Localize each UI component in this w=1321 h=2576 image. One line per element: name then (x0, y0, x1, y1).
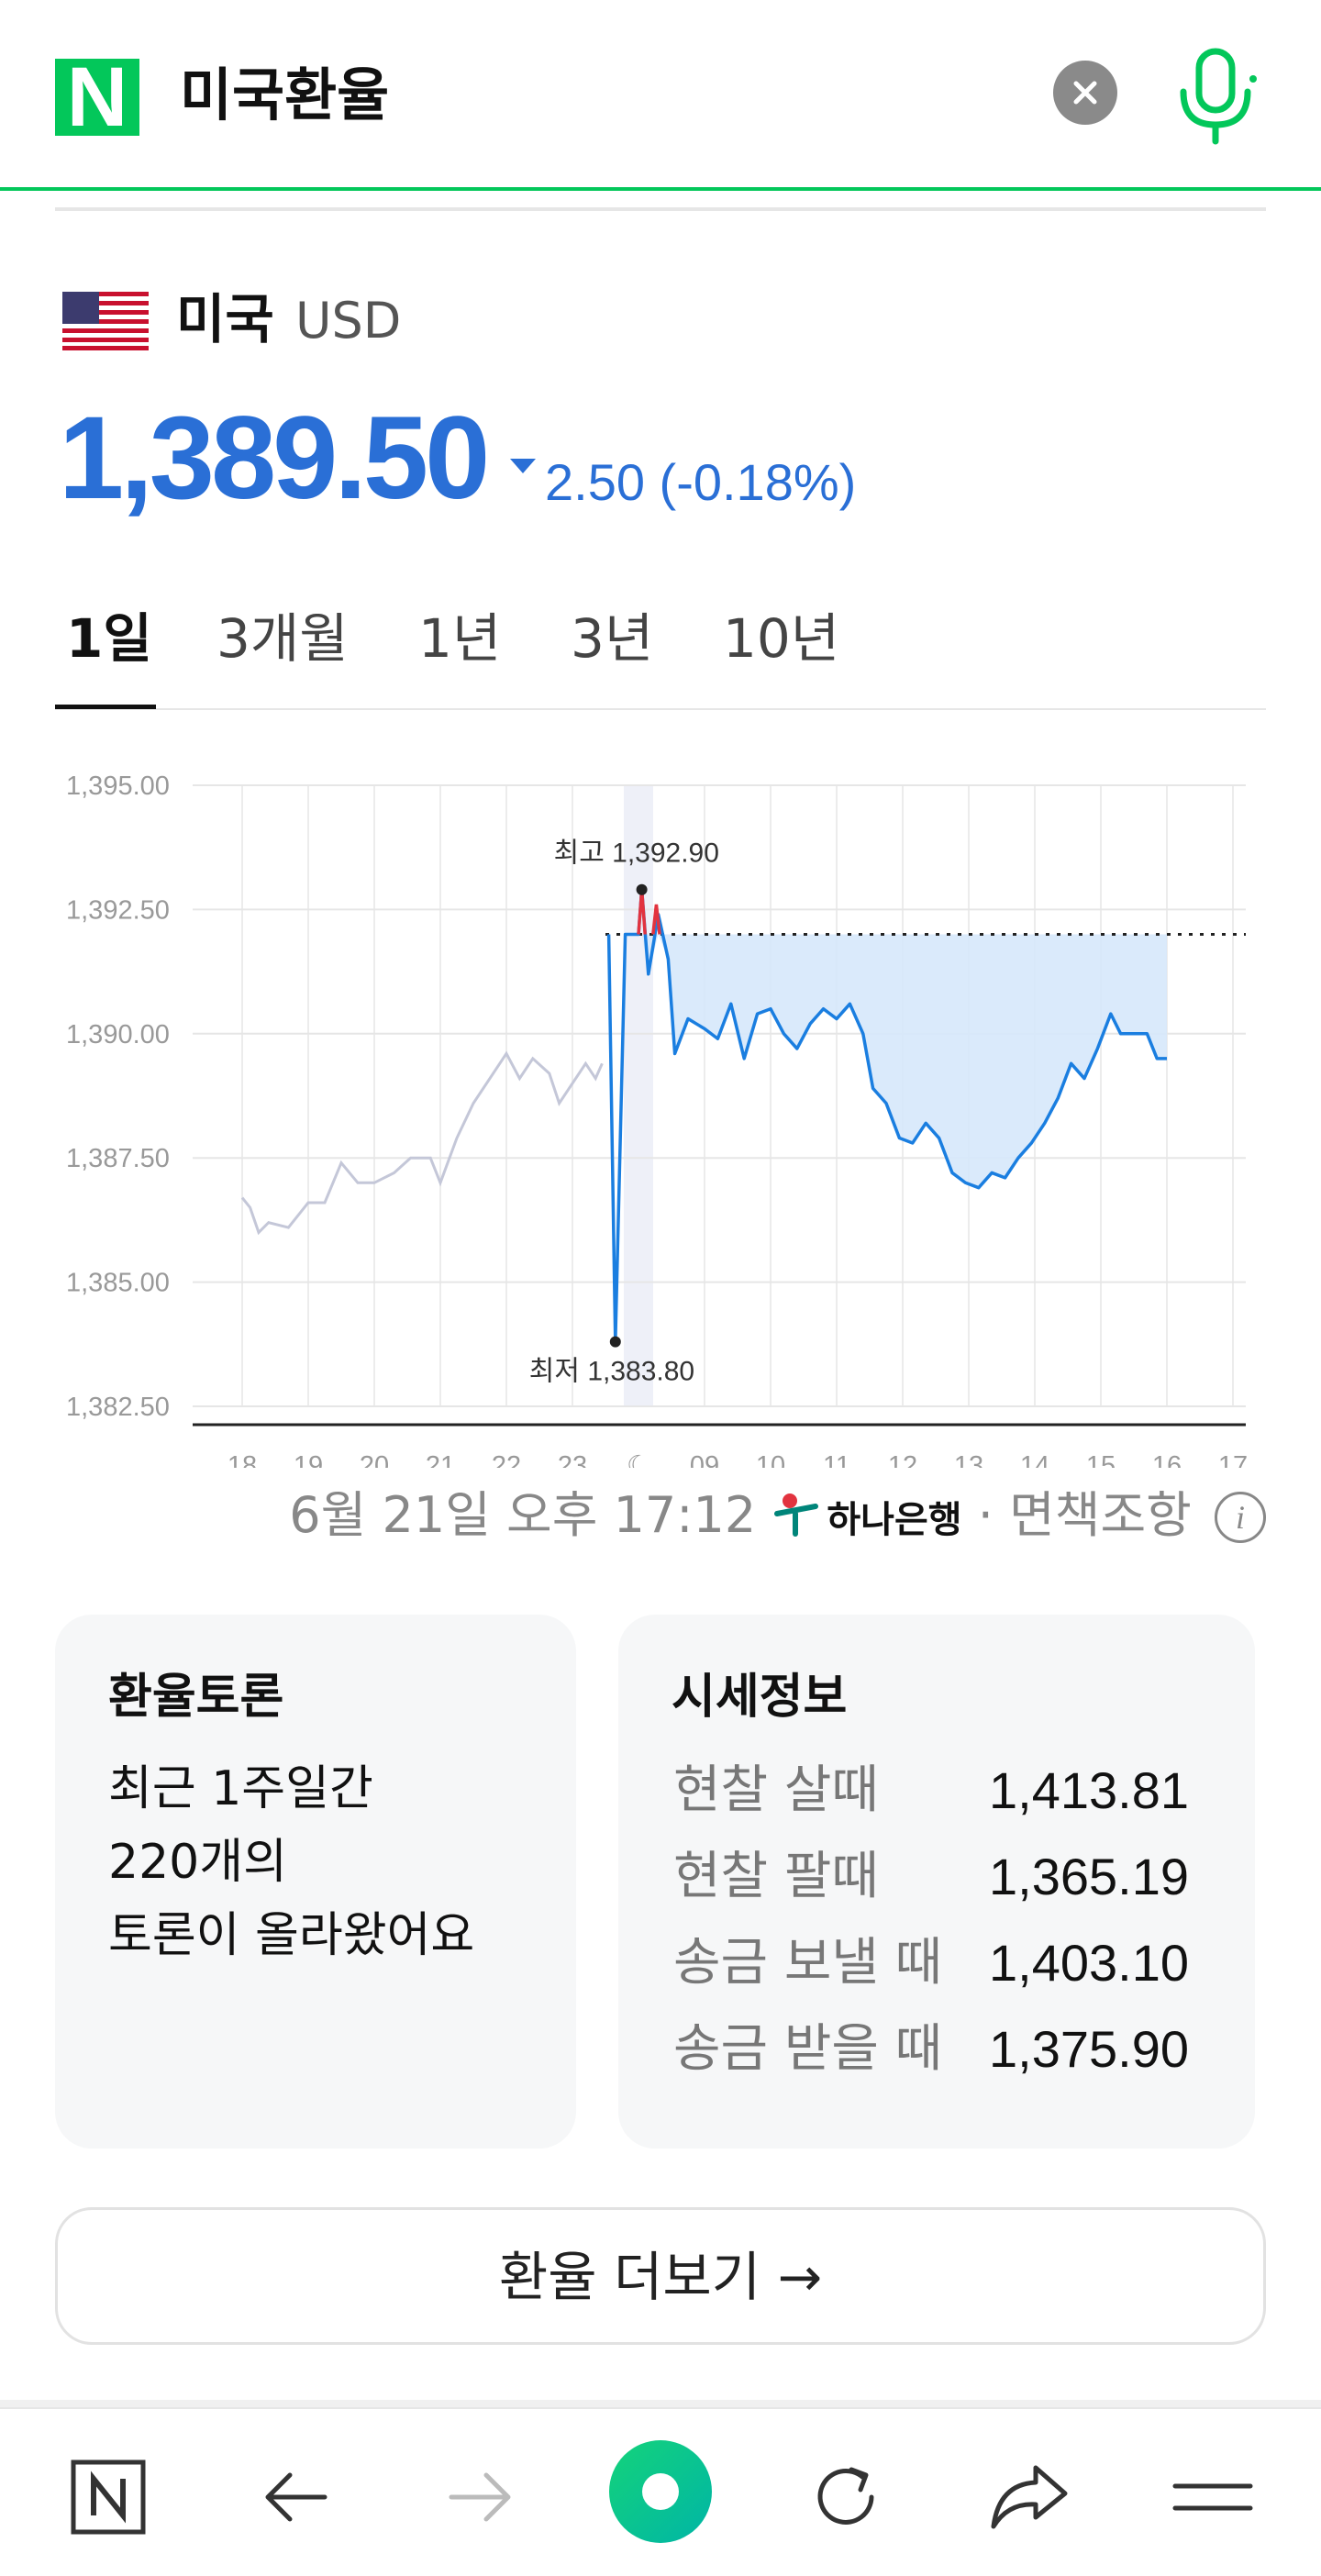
y-tick-label: 1,385.00 (66, 1269, 170, 1298)
section-divider (55, 207, 1266, 211)
menu-icon (1172, 2483, 1253, 2511)
discussion-line: 220개의 (108, 1835, 287, 1890)
currency-code: USD (295, 292, 402, 350)
us-flag-icon (62, 292, 149, 350)
discussion-line: 최근 1주일간 (108, 1761, 373, 1816)
share-icon (991, 2465, 1068, 2529)
info-icon[interactable]: i (1215, 1492, 1266, 1543)
x-tick-label: ☾ (627, 1451, 650, 1468)
quote-row-remit-receive: 송금 받을 때 1,375.90 (673, 2013, 1224, 2086)
active-tab-indicator (55, 705, 156, 709)
bottom-divider (0, 2400, 1321, 2407)
discussion-summary: 최근 1주일간 220개의 토론이 올라왔어요 (108, 1752, 474, 1972)
forward-button[interactable] (435, 2451, 527, 2543)
tab-1year[interactable]: 1년 (418, 607, 502, 670)
quote-label: 현찰 살때 (673, 1760, 879, 1820)
tab-3months[interactable]: 3개월 (216, 607, 349, 670)
voice-search-button[interactable] (1174, 46, 1257, 147)
overnight-band (624, 785, 653, 1406)
x-tick-label: 16 (1152, 1451, 1182, 1468)
low-marker (609, 1336, 621, 1348)
exchange-rate: 1,389.50 (59, 393, 490, 524)
exchange-rate-chart[interactable]: 1,395.00 1,392.50 1,390.00 1,387.50 1,385.00… (0, 752, 1321, 1468)
market-info-card: 시세정보 현찰 살때 1,413.81 현찰 팔때 1,365.19 송금 보낼… (618, 1615, 1255, 2149)
period-tabs: 1일 3개월 1년 3년 10년 (55, 587, 1266, 710)
quote-label: 송금 받을 때 (673, 2019, 943, 2079)
tab-1day[interactable]: 1일 (66, 607, 152, 670)
x-tick-label: 19 (294, 1451, 323, 1468)
quote-value: 1,365.19 (989, 1848, 1189, 1905)
quote-value: 1,413.81 (989, 1761, 1189, 1819)
hana-bank-logo-icon (774, 1493, 819, 1537)
previous-session-line (240, 1050, 604, 1236)
naver-home-button[interactable] (62, 2451, 154, 2543)
x-tick-label: 20 (360, 1451, 389, 1468)
quote-value: 1,403.10 (989, 1934, 1189, 1992)
x-tick-label: 10 (756, 1451, 785, 1468)
green-dot-icon (609, 2440, 712, 2543)
quote-row-cash-sell: 현찰 팔때 1,365.19 (673, 1840, 1224, 1914)
y-tick-label: 1,392.50 (66, 895, 170, 925)
microphone-icon (1180, 48, 1257, 145)
green-dot-button[interactable] (605, 2437, 716, 2547)
rate-change: 2.50 (-0.18%) (545, 453, 857, 511)
update-datetime: 6월 21일 오후 17:12 (289, 1486, 757, 1544)
high-label: 최고 1,392.90 (554, 838, 719, 869)
browser-bottom-nav (0, 2407, 1321, 2576)
x-tick-label: 15 (1086, 1451, 1116, 1468)
quote-row-cash-buy: 현찰 살때 1,413.81 (673, 1754, 1224, 1827)
more-exchange-rates-button[interactable]: 환율 더보기 → (55, 2207, 1266, 2345)
disclaimer-link[interactable]: 면책조항 (1009, 1486, 1192, 1544)
x-tick-label: 14 (1020, 1451, 1049, 1468)
naver-home-icon (71, 2459, 146, 2535)
y-tick-label: 1,387.50 (66, 1144, 170, 1173)
today-session-line (606, 887, 1167, 1344)
y-tick-label: 1,382.50 (66, 1393, 170, 1422)
x-tick-label: 13 (954, 1451, 983, 1468)
x-tick-label: 17 (1218, 1451, 1248, 1468)
country-name: 미국 (176, 288, 274, 350)
tab-10years[interactable]: 10년 (723, 607, 840, 670)
x-tick-label: 09 (690, 1451, 719, 1468)
refresh-icon (817, 2467, 874, 2525)
x-tick-label: 21 (426, 1451, 455, 1468)
chart-svg: 1,395.00 1,392.50 1,390.00 1,387.50 1,385.00… (66, 772, 1248, 1468)
close-icon (1073, 81, 1097, 105)
x-tick-label: 12 (888, 1451, 917, 1468)
tab-3years[interactable]: 3년 (571, 607, 654, 670)
forward-arrow-icon (449, 2472, 511, 2522)
refresh-button[interactable] (800, 2451, 892, 2543)
down-triangle-icon (510, 459, 536, 473)
x-tick-label: 22 (492, 1451, 521, 1468)
quote-label: 현찰 팔때 (673, 1847, 879, 1906)
back-button[interactable] (250, 2451, 341, 2543)
x-tick-label: 18 (228, 1451, 257, 1468)
naver-logo[interactable]: N (55, 55, 139, 139)
source-line: 6월 21일 오후 17:12 하나은행 · 면책조항 i (0, 1479, 1266, 1552)
x-tick-label: 23 (558, 1451, 587, 1468)
discussion-line: 토론이 올라왔어요 (108, 1908, 475, 1963)
y-tick-label: 1,390.00 (66, 1020, 170, 1049)
bank-name: 하나은행 (827, 1499, 962, 1541)
menu-button[interactable] (1167, 2451, 1259, 2543)
separator: · (977, 1486, 994, 1544)
back-arrow-icon (265, 2472, 327, 2522)
search-query[interactable]: 미국환율 (180, 61, 390, 128)
quote-value: 1,375.90 (989, 2020, 1189, 2078)
low-label: 최저 1,383.80 (529, 1357, 694, 1387)
y-tick-label: 1,395.00 (66, 772, 170, 801)
area-fill-below-reference (625, 934, 1167, 1188)
x-tick-label: 11 (823, 1451, 850, 1468)
clear-search-button[interactable] (1053, 61, 1117, 125)
exchange-discussion-card[interactable]: 환율토론 최근 1주일간 220개의 토론이 올라왔어요 (55, 1615, 576, 2149)
high-marker (636, 883, 648, 895)
share-button[interactable] (983, 2451, 1075, 2543)
quote-label: 송금 보낼 때 (673, 1933, 943, 1993)
market-info-title: 시세정보 (672, 1670, 848, 1725)
quote-row-remit-send: 송금 보낼 때 1,403.10 (673, 1926, 1224, 2000)
discussion-title: 환율토론 (108, 1670, 284, 1725)
search-bar: N 미국환율 (0, 0, 1321, 191)
